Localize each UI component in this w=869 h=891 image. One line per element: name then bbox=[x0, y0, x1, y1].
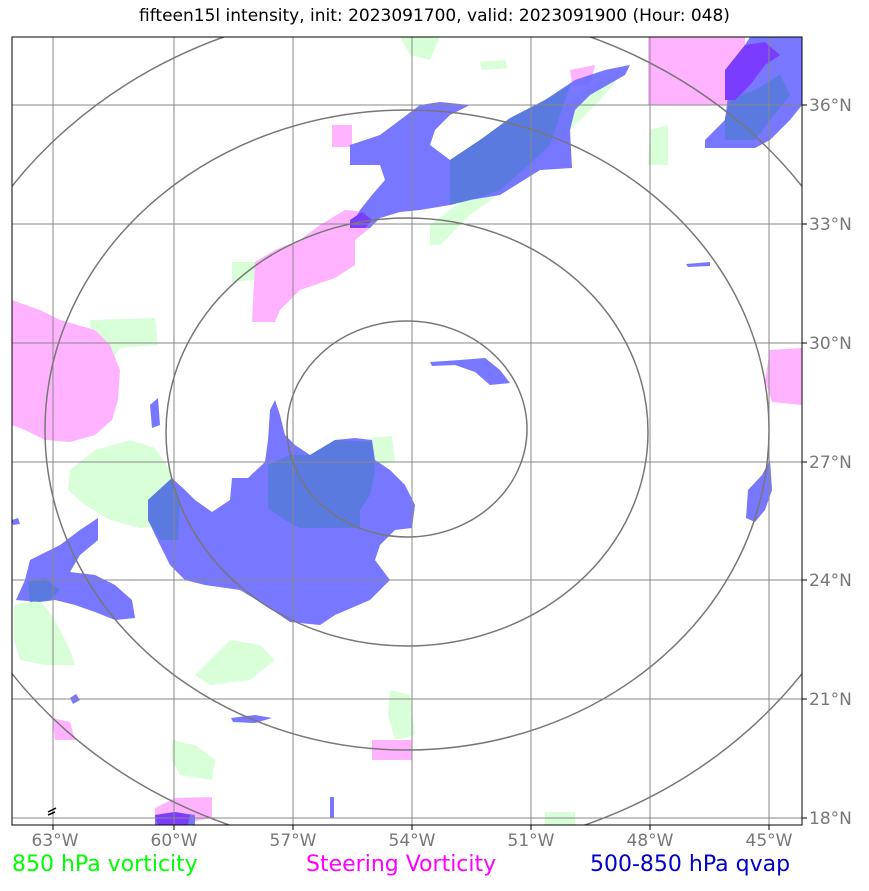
lon-label: 48°W bbox=[627, 831, 674, 851]
lon-label: 45°W bbox=[746, 831, 793, 851]
range-ring-3 bbox=[44, 109, 770, 751]
lon-label: 54°W bbox=[389, 831, 436, 851]
plot-title: fifteen15l intensity, init: 2023091700, … bbox=[139, 6, 730, 26]
legend-850-vorticity: 850 hPa vorticity bbox=[12, 852, 198, 877]
lon-label: 51°W bbox=[508, 831, 555, 851]
plot-frame bbox=[11, 36, 803, 826]
graticule bbox=[12, 37, 802, 825]
lon-label: 57°W bbox=[270, 831, 317, 851]
lat-label: 18°N bbox=[809, 809, 852, 829]
legend-qvap: 500-850 hPa qvap bbox=[590, 852, 791, 877]
steering-vorticity-field bbox=[12, 37, 802, 825]
lon-label: 60°W bbox=[151, 831, 198, 851]
lat-label: 27°N bbox=[809, 453, 852, 473]
lon-label: 63°W bbox=[32, 831, 79, 851]
lat-label: 36°N bbox=[809, 96, 852, 116]
range-ring-1 bbox=[286, 320, 528, 538]
lat-label: 33°N bbox=[809, 215, 852, 235]
range-ring-2 bbox=[165, 217, 649, 647]
tick-marks bbox=[52, 104, 807, 830]
lat-label: 30°N bbox=[809, 334, 852, 354]
lon-tick-labels: 63°W 60°W 57°W 54°W 51°W 48°W 45°W bbox=[32, 831, 793, 851]
legend-steering-vorticity: Steering Vorticity bbox=[306, 852, 497, 877]
lat-label: 21°N bbox=[809, 690, 852, 710]
coastline-mark bbox=[47, 807, 57, 816]
lat-label: 24°N bbox=[809, 571, 852, 591]
lat-tick-labels: 36°N 33°N 30°N 27°N 24°N 21°N 18°N bbox=[809, 96, 852, 829]
range-rings bbox=[12, 37, 802, 825]
map-fields bbox=[12, 37, 802, 825]
